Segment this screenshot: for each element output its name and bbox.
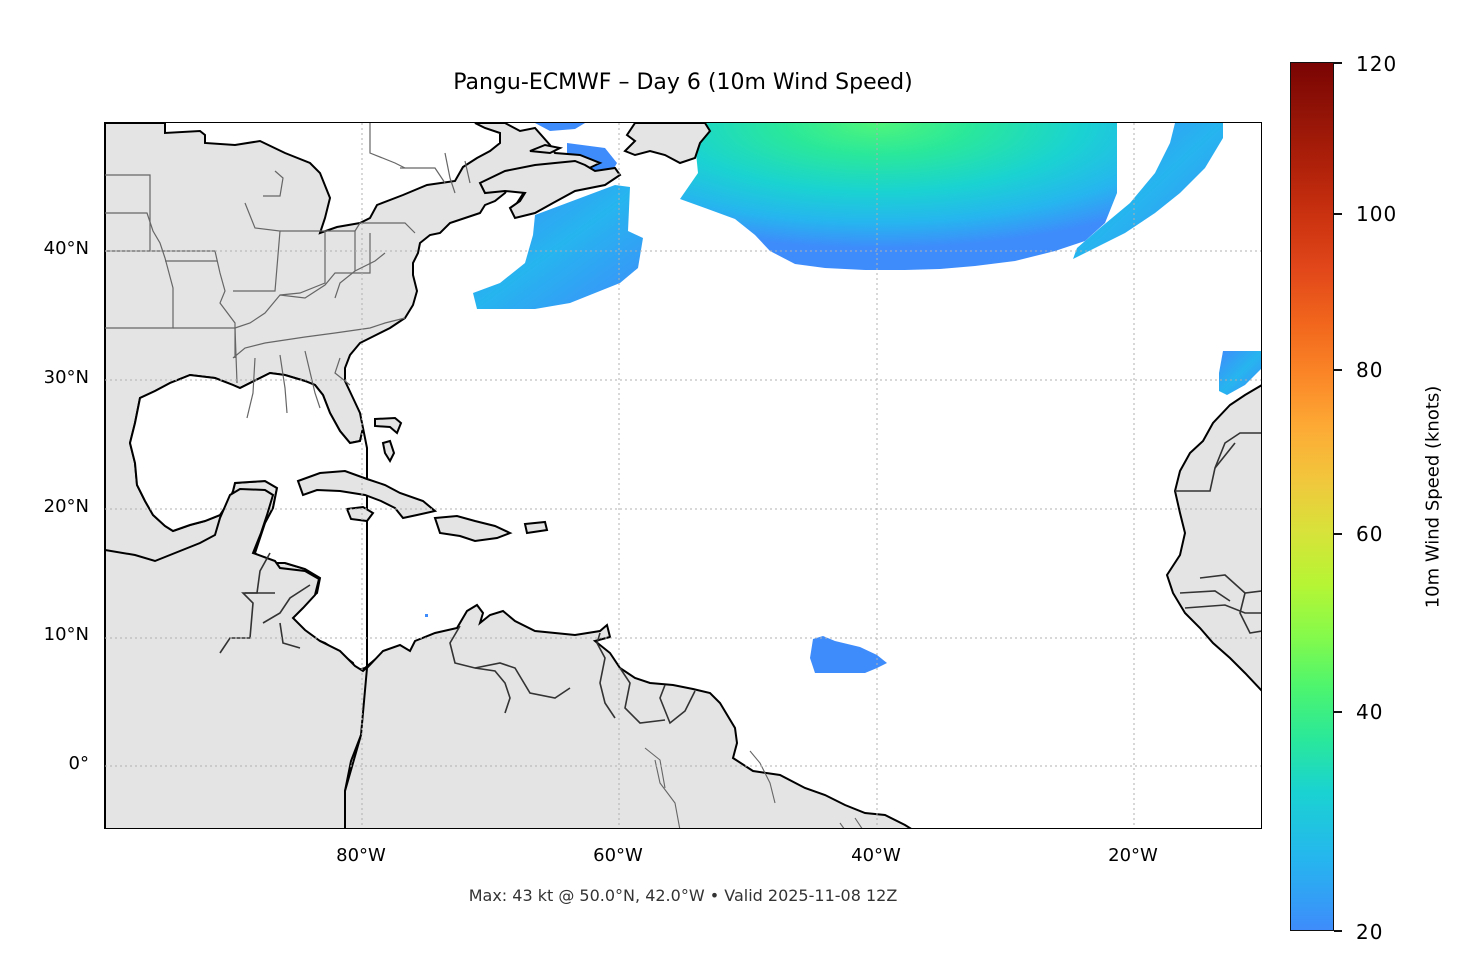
colorbar-tick (1334, 62, 1342, 64)
colorbar (1290, 62, 1334, 931)
lat-label-10n: 10°N (43, 624, 89, 645)
lon-label-60w: 60°W (593, 845, 643, 866)
colorbar-label-120: 120 (1356, 52, 1398, 76)
lat-label-20n: 20°N (43, 496, 89, 517)
wind-shading (425, 123, 1261, 673)
lat-label-0: 0° (68, 753, 89, 774)
colorbar-tick (1334, 369, 1342, 371)
colorbar-title: 10m Wind Speed (knots) (1422, 385, 1444, 609)
country-borders (219, 432, 1261, 725)
map-canvas (105, 123, 1261, 828)
colorbar-tick (1334, 930, 1342, 932)
colorbar-label-60: 60 (1356, 522, 1384, 546)
caribbean-islands (296, 416, 549, 543)
lat-label-30n: 30°N (43, 367, 89, 388)
colorbar-label-20: 20 (1356, 920, 1384, 944)
lon-label-40w: 40°W (851, 845, 901, 866)
south-america (344, 603, 912, 828)
colorbar-tick (1334, 213, 1342, 215)
canada-maritimes (478, 123, 712, 220)
colorbar-tick (1334, 533, 1342, 535)
map-panel (104, 122, 1262, 829)
africa (1165, 384, 1261, 692)
minor-borders (644, 747, 863, 828)
chart-title: Pangu-ECMWF – Day 6 (10m Wind Speed) (453, 70, 913, 95)
lon-label-80w: 80°W (336, 845, 386, 866)
max-wind-footer: Max: 43 kt @ 50.0°N, 42.0°W • Valid 2025… (468, 886, 898, 905)
colorbar-tick (1334, 711, 1342, 713)
lon-label-20w: 20°W (1108, 845, 1158, 866)
colorbar-label-40: 40 (1356, 700, 1384, 724)
lat-label-40n: 40°N (43, 238, 89, 259)
gridlines (105, 123, 1261, 828)
colorbar-label-100: 100 (1356, 202, 1398, 226)
colorbar-label-80: 80 (1356, 358, 1384, 382)
